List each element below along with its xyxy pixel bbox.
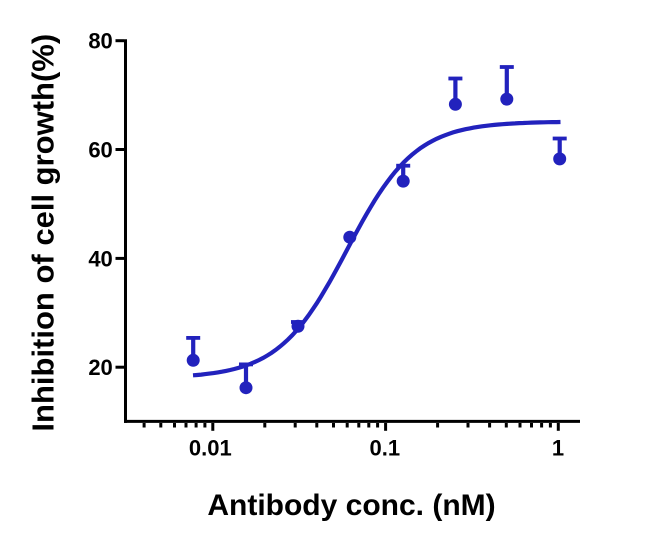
svg-text:Inhibition of cell growth(%): Inhibition of cell growth(%) [26, 34, 61, 432]
svg-text:40: 40 [88, 246, 112, 271]
svg-text:0.1: 0.1 [370, 435, 401, 460]
svg-text:60: 60 [88, 137, 112, 162]
svg-text:80: 80 [88, 29, 112, 54]
svg-text:Antibody conc. (nM): Antibody conc. (nM) [207, 489, 495, 522]
svg-text:20: 20 [88, 355, 112, 380]
svg-text:1: 1 [552, 435, 564, 460]
svg-text:0.01: 0.01 [189, 435, 232, 460]
